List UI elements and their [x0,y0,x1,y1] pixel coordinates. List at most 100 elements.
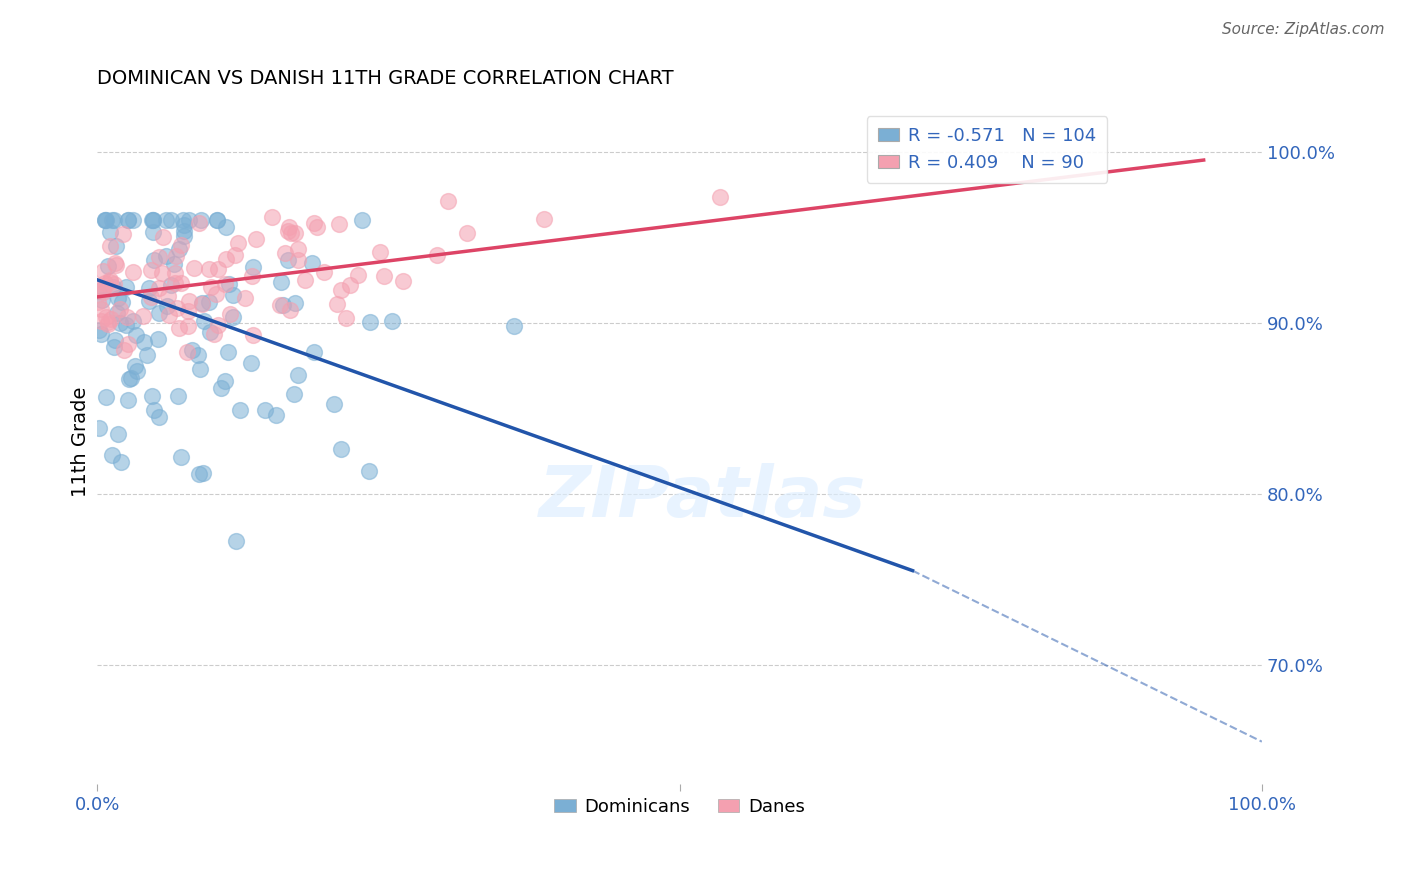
Point [143,252,166,267]
Point [305,220,328,235]
Point [218,277,240,291]
Point [456,226,478,240]
Point [219,307,242,321]
Point [229,402,252,417]
Point [117,213,139,227]
Point [198,262,221,277]
Point [242,260,264,274]
Point [330,442,353,456]
Point [330,283,353,297]
Point [170,450,193,464]
Point [107,291,129,305]
Point [352,213,374,227]
Point [242,328,264,343]
Point [284,226,307,240]
Point [91,264,114,278]
Point [179,213,201,227]
Point [107,427,129,442]
Point [93,276,115,290]
Point [426,248,449,262]
Point [245,232,267,246]
Point [262,211,284,225]
Point [165,276,187,290]
Point [108,316,131,330]
Point [312,264,335,278]
Point [110,455,132,469]
Y-axis label: 11th Grade: 11th Grade [72,387,90,498]
Point [269,298,291,312]
Point [103,213,125,227]
Point [125,364,148,378]
Point [193,466,215,480]
Point [90,326,112,341]
Point [240,268,263,283]
Point [101,213,124,227]
Point [176,345,198,359]
Point [152,230,174,244]
Point [87,294,110,309]
Point [134,334,156,349]
Point [225,534,247,549]
Point [240,356,263,370]
Point [124,359,146,374]
Point [191,296,214,310]
Point [204,287,226,301]
Point [503,318,526,333]
Point [187,348,209,362]
Point [177,303,200,318]
Point [96,213,118,227]
Point [198,295,221,310]
Point [104,238,127,252]
Point [146,333,169,347]
Point [89,421,111,435]
Point [177,293,200,308]
Point [104,255,127,269]
Point [221,310,243,324]
Point [198,326,221,340]
Point [167,242,190,256]
Point [280,226,302,240]
Point [214,374,236,388]
Point [273,298,295,312]
Point [98,273,121,287]
Point [207,318,229,332]
Point [270,276,292,290]
Point [274,246,297,260]
Point [110,294,132,309]
Point [89,323,111,337]
Point [264,408,287,422]
Point [91,285,114,300]
Point [142,225,165,239]
Point [155,249,177,263]
Point [188,216,211,230]
Point [359,315,381,329]
Point [167,320,190,334]
Point [118,372,141,386]
Point [163,257,186,271]
Point [277,253,299,268]
Point [160,213,183,227]
Point [214,277,236,291]
Point [278,220,301,235]
Point [188,467,211,481]
Point [142,213,165,227]
Point [205,213,228,227]
Point [287,252,309,267]
Point [121,213,143,227]
Point [193,314,215,328]
Point [323,396,346,410]
Point [283,296,305,310]
Point [117,336,139,351]
Point [166,389,188,403]
Point [121,314,143,328]
Point [148,281,170,295]
Point [214,220,236,235]
Point [156,299,179,313]
Point [188,362,211,376]
Point [97,259,120,273]
Point [94,310,117,325]
Point [277,224,299,238]
Text: Source: ZipAtlas.com: Source: ZipAtlas.com [1222,22,1385,37]
Point [115,280,138,294]
Point [207,262,229,277]
